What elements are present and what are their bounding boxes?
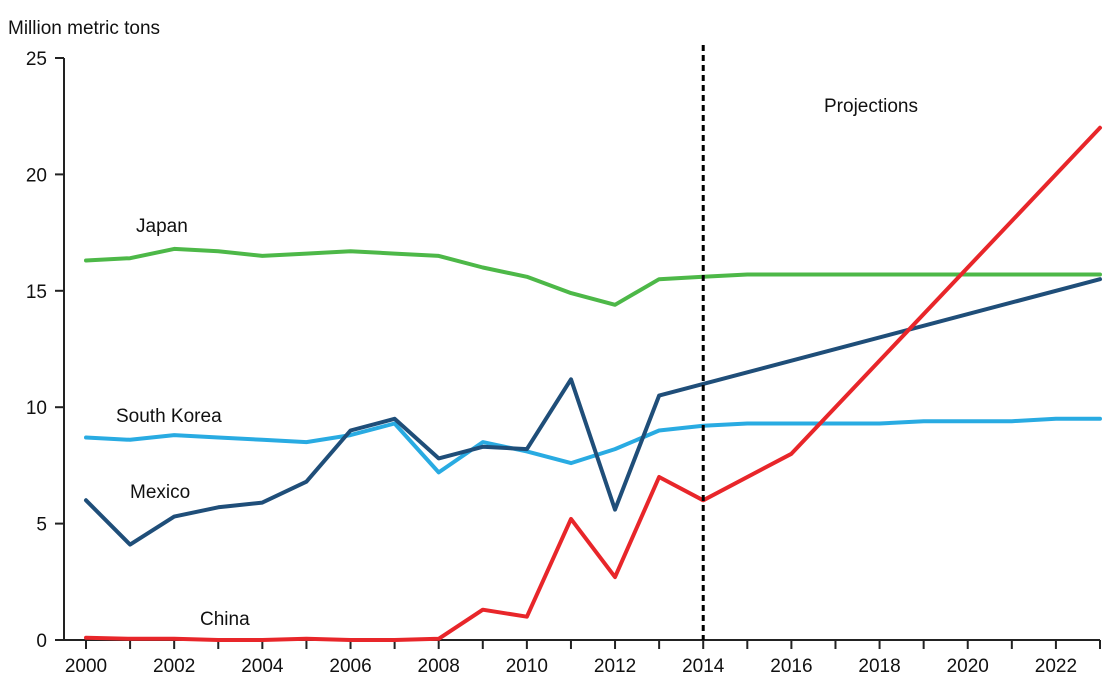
x-tick-label: 2014: [682, 656, 725, 677]
x-tick-label: 2022: [1035, 656, 1077, 677]
x-tick-label: 2018: [858, 656, 900, 677]
y-tick-label: 25: [26, 49, 47, 70]
x-tick-label: 2012: [594, 656, 636, 677]
y-tick-label: 20: [26, 165, 47, 186]
y-axis-title: Million metric tons: [8, 18, 160, 39]
series-line-mexico: [84, 277, 1102, 547]
x-tick-label: 2000: [65, 656, 107, 677]
projections-annotation: Projections: [824, 96, 918, 117]
x-tick-label: 2008: [418, 656, 460, 677]
y-ticks: 0 5 10 15 20 25: [26, 49, 64, 652]
series-label-china: China: [200, 609, 250, 630]
series-line-japan: [84, 246, 1102, 307]
x-tick-label: 2016: [770, 656, 812, 677]
series-line-south-korea: [84, 416, 1102, 475]
x-tick-label: 2002: [153, 656, 195, 677]
series-label-south-korea: South Korea: [116, 406, 222, 427]
series-layer: [84, 125, 1102, 642]
x-tick-label: 2010: [506, 656, 548, 677]
x-ticks: 2000 2002 2004 2006 2008 2010 2012 2014 2016 2018…: [65, 640, 1101, 677]
series-label-mexico: Mexico: [130, 482, 190, 503]
y-tick-label: 5: [36, 515, 47, 536]
y-tick-label: 10: [26, 398, 47, 419]
x-tick-label: 2004: [241, 656, 284, 677]
y-tick-label: 15: [26, 282, 47, 303]
series-line-china: [84, 125, 1102, 642]
series-label-japan: Japan: [136, 216, 188, 237]
x-tick-label: 2006: [329, 656, 371, 677]
y-tick-label: 0: [36, 631, 47, 652]
x-tick-label: 2020: [947, 656, 989, 677]
